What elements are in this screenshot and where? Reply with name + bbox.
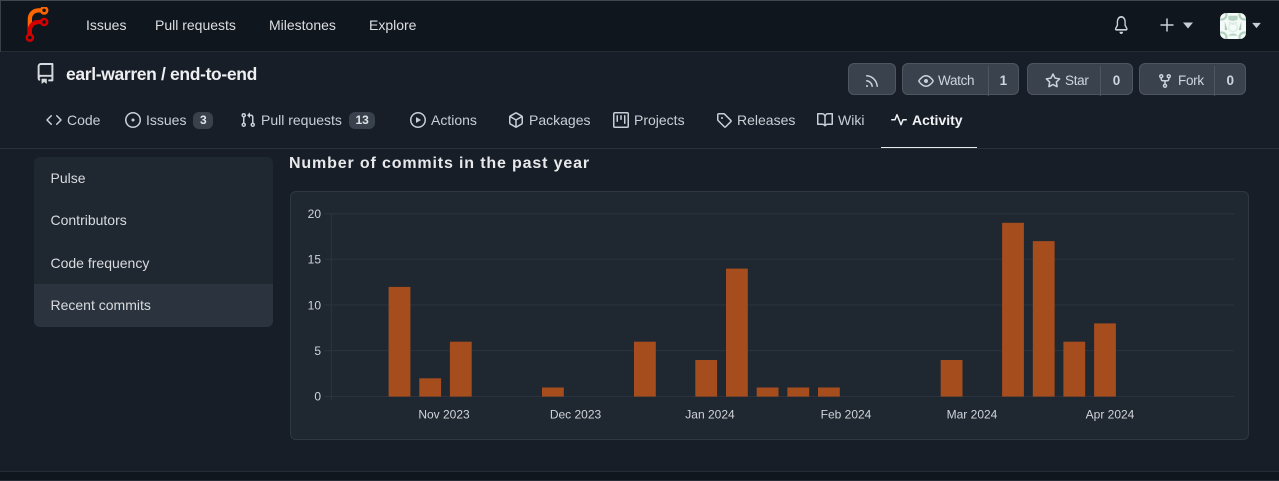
svg-text:Nov 2023: Nov 2023 [418, 408, 470, 422]
svg-text:20: 20 [308, 207, 322, 221]
svg-text:Dec 2023: Dec 2023 [550, 408, 602, 422]
svg-text:Mar 2024: Mar 2024 [947, 408, 998, 422]
svg-text:10: 10 [308, 298, 322, 312]
svg-text:Feb 2024: Feb 2024 [821, 408, 872, 422]
svg-text:Jan 2024: Jan 2024 [685, 408, 735, 422]
svg-text:Apr 2024: Apr 2024 [1086, 408, 1135, 422]
svg-text:15: 15 [308, 253, 322, 267]
svg-text:0: 0 [314, 390, 321, 404]
svg-text:5: 5 [314, 344, 321, 358]
